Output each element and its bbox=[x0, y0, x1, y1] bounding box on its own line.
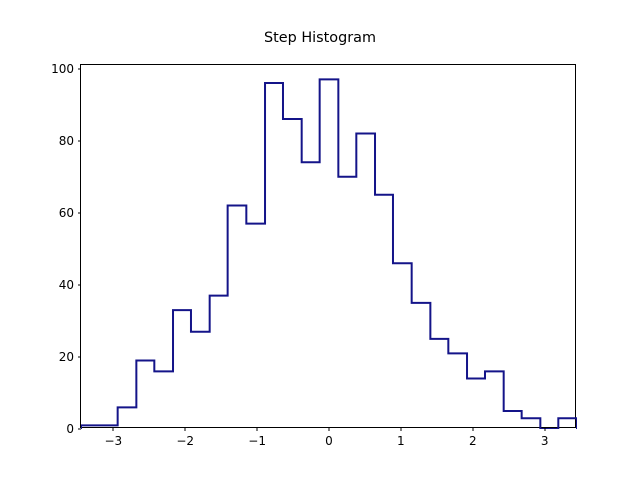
x-tick-mark bbox=[400, 427, 402, 431]
x-tick-mark bbox=[256, 427, 258, 431]
y-tick-mark bbox=[77, 428, 81, 430]
y-tick-mark bbox=[77, 284, 81, 286]
y-tick-label: 100 bbox=[51, 61, 74, 76]
x-tick-label: −3 bbox=[104, 434, 123, 448]
histogram-step-line bbox=[81, 78, 577, 429]
x-tick-mark bbox=[328, 427, 330, 431]
y-tick-label: 80 bbox=[58, 133, 74, 148]
x-tick-label: 1 bbox=[397, 434, 405, 448]
x-tick-mark bbox=[544, 427, 546, 431]
y-tick-mark bbox=[77, 212, 81, 214]
y-tick-label: 20 bbox=[58, 349, 74, 364]
x-tick-label: 2 bbox=[468, 434, 477, 448]
plot-axes-area: 0 20 40 60 80 100 −3 −2 −1 0 1 2 3 bbox=[51, 62, 577, 448]
x-tick-label: −1 bbox=[248, 434, 266, 448]
step-polyline bbox=[81, 78, 577, 429]
y-tick-mark bbox=[77, 68, 81, 70]
x-tick-label: 0 bbox=[325, 434, 333, 448]
x-tick-mark bbox=[184, 427, 186, 431]
x-tick-mark bbox=[472, 427, 474, 431]
y-tick-mark bbox=[77, 356, 81, 358]
y-tick-label: 0 bbox=[66, 422, 74, 436]
y-tick-mark bbox=[77, 140, 81, 142]
chart-title: Step Histogram bbox=[264, 30, 376, 46]
y-tick-label: 60 bbox=[58, 205, 74, 220]
x-tick-label: 3 bbox=[540, 434, 549, 448]
x-tick-mark bbox=[112, 427, 114, 431]
y-tick-label: 40 bbox=[58, 277, 74, 292]
x-tick-label: −2 bbox=[176, 434, 195, 448]
